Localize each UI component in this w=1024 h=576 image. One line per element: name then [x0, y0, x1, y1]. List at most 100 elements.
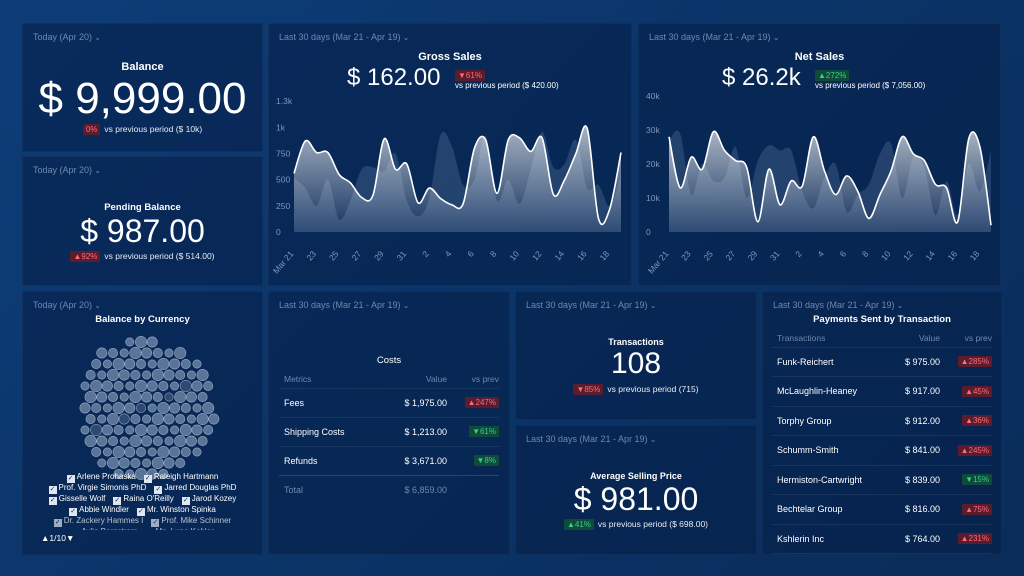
bubble[interactable]: [108, 392, 119, 403]
bubble[interactable]: [112, 402, 125, 415]
bubble[interactable]: [85, 369, 96, 380]
bubble[interactable]: [96, 347, 108, 359]
bubble[interactable]: [97, 414, 107, 424]
bubble[interactable]: [179, 424, 192, 437]
bubble[interactable]: [164, 392, 174, 402]
bubble[interactable]: [119, 392, 129, 402]
date-range-selector[interactable]: Last 30 days (Mar 21 - Apr 19): [279, 300, 410, 310]
bubble[interactable]: [136, 447, 147, 458]
bubble[interactable]: [84, 391, 97, 404]
bubble[interactable]: [108, 347, 119, 358]
bubble[interactable]: [157, 357, 170, 370]
bubble[interactable]: [96, 391, 108, 403]
legend-item[interactable]: ✓ Abbie Windler: [69, 505, 129, 516]
bubble[interactable]: [125, 425, 135, 435]
bubble[interactable]: [102, 359, 112, 369]
bubble[interactable]: [186, 414, 196, 424]
bubble[interactable]: [118, 457, 130, 469]
bubble[interactable]: [196, 413, 209, 426]
bubble[interactable]: [91, 358, 102, 369]
bubble[interactable]: [136, 403, 147, 414]
bubble[interactable]: [179, 379, 192, 392]
bubble[interactable]: [96, 435, 108, 447]
checkbox-icon[interactable]: ✓: [143, 475, 152, 483]
checkbox-icon[interactable]: ✓: [113, 497, 122, 505]
bubble[interactable]: [174, 346, 187, 359]
bubble[interactable]: [130, 458, 141, 469]
bubble[interactable]: [208, 413, 220, 425]
legend-item[interactable]: ✓Aylin Bergstrom: [71, 527, 137, 530]
checkbox-icon[interactable]: ✓: [69, 508, 78, 516]
bubble[interactable]: [185, 391, 197, 403]
bubble[interactable]: [118, 369, 130, 381]
bubble[interactable]: [102, 447, 112, 457]
bubble[interactable]: [163, 457, 175, 469]
bubble[interactable]: [135, 336, 148, 348]
bubble[interactable]: [146, 380, 158, 392]
date-range-selector[interactable]: Last 30 days (Mar 21 - Apr 19): [526, 300, 657, 310]
bubble[interactable]: [130, 414, 141, 425]
bubble[interactable]: [158, 425, 169, 436]
bubble[interactable]: [180, 403, 191, 414]
bubble[interactable]: [141, 435, 153, 447]
bubble[interactable]: [151, 413, 164, 426]
bubble[interactable]: [107, 368, 120, 381]
bubble[interactable]: [119, 348, 129, 358]
checkbox-icon[interactable]: ✓: [151, 519, 160, 527]
legend-item[interactable]: ✓ Prof. Mike Schinner: [151, 516, 231, 527]
date-range-selector[interactable]: Today (Apr 20): [33, 300, 101, 310]
checkbox-icon[interactable]: ✓: [48, 486, 57, 494]
bubble[interactable]: [129, 346, 142, 359]
bubble[interactable]: [169, 402, 181, 414]
bubble[interactable]: [91, 403, 102, 414]
bubble[interactable]: [146, 424, 158, 436]
legend-item[interactable]: ✓ Raina O'Reilly: [113, 494, 174, 505]
bubble[interactable]: [124, 446, 136, 458]
legend-item[interactable]: ✓ Prof. Virgie Simonis PhD: [48, 483, 146, 494]
bubble[interactable]: [157, 402, 170, 415]
bubble[interactable]: [112, 446, 125, 459]
bubble[interactable]: [158, 469, 169, 480]
bubble[interactable]: [79, 402, 91, 414]
bubble[interactable]: [141, 391, 153, 403]
legend-item[interactable]: ✓ Dr. Zackery Hammes I: [53, 516, 143, 527]
bubble[interactable]: [180, 358, 191, 369]
bubble[interactable]: [170, 425, 180, 435]
checkbox-icon[interactable]: ✓: [53, 519, 62, 527]
bubble[interactable]: [125, 337, 135, 347]
bubble[interactable]: [192, 447, 202, 457]
bubble[interactable]: [175, 458, 186, 469]
checkbox-icon[interactable]: ✓: [181, 497, 190, 505]
legend-item[interactable]: ✓Ms. Luna Kohler: [146, 527, 214, 530]
bubble[interactable]: [197, 436, 208, 447]
bubble[interactable]: [129, 391, 142, 404]
bubble[interactable]: [151, 368, 164, 381]
legend-item[interactable]: ✓ Jarred Douglas PhD: [154, 483, 236, 494]
bubble[interactable]: [169, 358, 181, 370]
bubble[interactable]: [197, 392, 208, 403]
bubble[interactable]: [191, 380, 203, 392]
legend-pager[interactable]: ▲1/10▼: [41, 533, 75, 543]
date-range-selector[interactable]: Last 30 days (Mar 21 - Apr 19): [649, 32, 780, 42]
legend-item[interactable]: ✓ Jarod Kozey: [181, 494, 236, 505]
legend-item[interactable]: ✓ Gisselle Wolf: [48, 494, 105, 505]
bubble[interactable]: [142, 414, 152, 424]
bubble[interactable]: [186, 370, 196, 380]
bubble[interactable]: [147, 447, 157, 457]
bubble[interactable]: [142, 458, 152, 468]
bubble[interactable]: [80, 425, 90, 435]
legend-item[interactable]: ✓ Mr. Winston Spinka: [136, 505, 216, 516]
legend-item[interactable]: ✓ Raleigh Hartmann: [143, 472, 218, 483]
date-range-selector[interactable]: Last 30 days (Mar 21 - Apr 19): [279, 32, 410, 42]
bubble[interactable]: [118, 413, 130, 425]
checkbox-icon[interactable]: ✓: [136, 508, 145, 516]
bubble[interactable]: [185, 435, 197, 447]
checkbox-icon[interactable]: ✓: [66, 475, 75, 483]
bubble[interactable]: [112, 357, 125, 370]
bubble[interactable]: [152, 347, 163, 358]
bubble[interactable]: [196, 368, 209, 381]
bubble[interactable]: [152, 436, 163, 447]
bubble[interactable]: [163, 369, 175, 381]
bubble[interactable]: [203, 380, 214, 391]
bubble[interactable]: [175, 414, 186, 425]
